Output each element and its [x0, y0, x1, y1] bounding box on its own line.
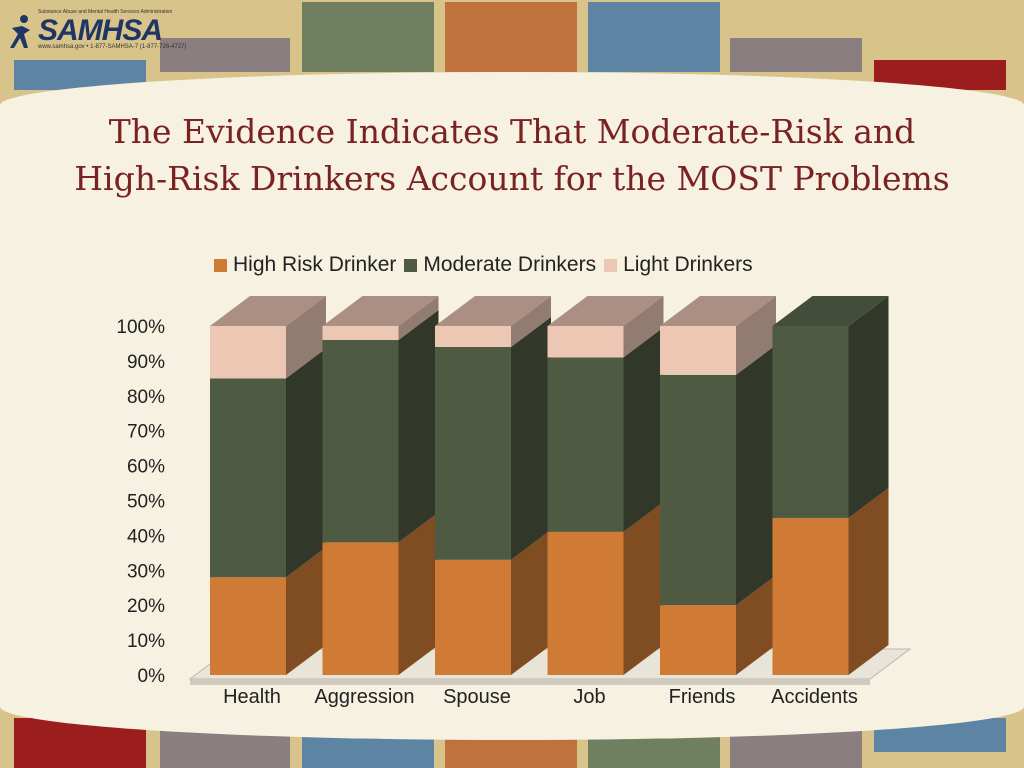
x-tick-label: Health — [223, 686, 281, 708]
y-tick-label: 30% — [127, 561, 165, 582]
y-tick-label: 60% — [127, 457, 165, 478]
x-tick-label: Accidents — [771, 686, 858, 708]
samhsa-logo: Substance Abuse and Mental Health Servic… — [10, 8, 187, 56]
logo-text: SAMHSA — [38, 14, 163, 47]
bar-accidents-top — [772, 296, 889, 326]
chart-legend: High Risk Drinker Moderate Drinkers Ligh… — [214, 252, 761, 278]
bar-aggression-moderate — [322, 339, 399, 543]
bar-health-high-risk — [210, 577, 286, 675]
legend-swatch-high-risk — [214, 258, 227, 272]
y-tick-label: 0% — [138, 666, 166, 687]
bar-spouse-moderate-side — [511, 316, 551, 560]
person-icon — [10, 15, 30, 48]
y-tick-label: 20% — [127, 596, 165, 617]
bar-job-moderate — [547, 357, 624, 532]
legend-swatch-light — [604, 258, 618, 272]
bar-accidents-high-risk-side — [848, 487, 889, 675]
bar-job-light — [547, 326, 624, 358]
legend-item-moderate: Moderate Drinkers — [404, 253, 596, 277]
y-tick-label: 10% — [127, 631, 165, 652]
title-line-1: The Evidence Indicates That Moderate-Ris… — [108, 112, 916, 151]
legend-label-high-risk: High Risk Drinker — [233, 253, 397, 276]
bar-job-high-risk — [547, 531, 624, 675]
bar-friends-high-risk — [660, 605, 736, 675]
bar-health-moderate-side — [286, 348, 326, 578]
decor-tile — [302, 2, 434, 72]
legend-item-light: Light Drinkers — [604, 253, 753, 277]
logo-top-line: Substance Abuse and Mental Health Servic… — [38, 9, 173, 15]
y-tick-label: 50% — [127, 492, 165, 513]
bar-aggression-high-risk — [322, 542, 399, 675]
bar-job-top — [547, 296, 664, 326]
y-tick-label: 100% — [116, 317, 165, 338]
bar-aggression-moderate-side — [398, 309, 439, 543]
y-tick-label: 90% — [127, 352, 165, 373]
legend-label-moderate: Moderate Drinkers — [423, 253, 597, 276]
bar-health-top — [210, 296, 326, 326]
bar-friends-light — [660, 326, 736, 375]
decor-tile — [160, 38, 290, 72]
x-tick-label: Aggression — [314, 686, 414, 708]
bar-aggression-light-side — [398, 296, 439, 340]
decor-tile — [445, 2, 577, 72]
decor-tile — [730, 38, 862, 72]
bar-friends-light-side — [736, 296, 776, 375]
bar-health-light-side — [286, 296, 326, 379]
bar-friends-moderate-side — [736, 344, 776, 606]
bar-spouse-moderate — [435, 346, 511, 560]
bar-spouse-high-risk — [435, 559, 511, 675]
bar-accidents-moderate-side — [848, 296, 889, 518]
bar-friends-top — [660, 296, 776, 326]
legend-label-light: Light Drinkers — [623, 253, 753, 276]
logo-tagline: www.samhsa.gov • 1-877-SAMHSA-7 (1-877-7… — [38, 44, 187, 50]
bar-job-high-risk-side — [623, 501, 664, 675]
bar-health-moderate — [210, 378, 286, 578]
x-tick-label: Spouse — [443, 686, 511, 708]
bar-spouse-light-side — [511, 296, 551, 347]
bar-accidents-moderate — [772, 326, 849, 518]
bar-spouse-high-risk-side — [511, 529, 551, 675]
bar-aggression-light — [322, 326, 399, 340]
bar-friends-moderate — [660, 374, 736, 606]
slide-title: The Evidence Indicates That Moderate-Ris… — [0, 108, 1024, 202]
bar-job-light-side — [623, 296, 664, 358]
legend-item-high-risk: High Risk Drinker — [214, 253, 396, 277]
bar-friends-high-risk-side — [736, 575, 776, 675]
y-tick-label: 80% — [127, 387, 165, 408]
bar-job-moderate-side — [623, 327, 664, 532]
x-tick-label: Job — [573, 686, 605, 708]
bar-health-light — [210, 326, 286, 379]
y-tick-label: 40% — [127, 526, 165, 547]
decor-tile — [588, 2, 720, 72]
x-tick-label: Friends — [669, 686, 736, 708]
bar-aggression-high-risk-side — [398, 512, 439, 675]
bar-health-high-risk-side — [286, 547, 326, 675]
title-line-2: High-Risk Drinkers Account for the MOST … — [74, 159, 950, 198]
y-tick-label: 70% — [127, 422, 165, 443]
bar-spouse-light — [435, 326, 511, 347]
bar-accidents-high-risk — [772, 517, 849, 675]
legend-swatch-moderate — [404, 258, 418, 272]
bar-spouse-top — [435, 296, 551, 326]
chart-floor-edge — [190, 679, 870, 685]
bar-aggression-top — [322, 296, 439, 326]
